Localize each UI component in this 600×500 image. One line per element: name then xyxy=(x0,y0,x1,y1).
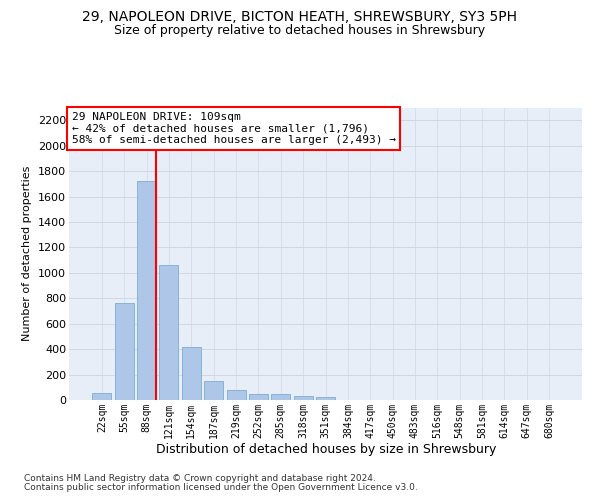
Text: Contains public sector information licensed under the Open Government Licence v3: Contains public sector information licen… xyxy=(24,484,418,492)
Bar xyxy=(137,182,156,400)
Bar xyxy=(227,390,245,400)
Bar xyxy=(115,304,134,400)
Bar xyxy=(316,398,335,400)
Text: 29, NAPOLEON DRIVE, BICTON HEATH, SHREWSBURY, SY3 5PH: 29, NAPOLEON DRIVE, BICTON HEATH, SHREWS… xyxy=(83,10,517,24)
Text: Size of property relative to detached houses in Shrewsbury: Size of property relative to detached ho… xyxy=(115,24,485,37)
Bar xyxy=(204,381,223,400)
Y-axis label: Number of detached properties: Number of detached properties xyxy=(22,166,32,342)
Text: 29 NAPOLEON DRIVE: 109sqm
← 42% of detached houses are smaller (1,796)
58% of se: 29 NAPOLEON DRIVE: 109sqm ← 42% of detac… xyxy=(71,112,395,145)
Bar xyxy=(249,394,268,400)
Bar xyxy=(293,396,313,400)
Bar xyxy=(160,265,178,400)
Text: Distribution of detached houses by size in Shrewsbury: Distribution of detached houses by size … xyxy=(155,442,496,456)
Bar xyxy=(271,394,290,400)
Text: Contains HM Land Registry data © Crown copyright and database right 2024.: Contains HM Land Registry data © Crown c… xyxy=(24,474,376,483)
Bar xyxy=(182,346,201,400)
Bar xyxy=(92,393,112,400)
